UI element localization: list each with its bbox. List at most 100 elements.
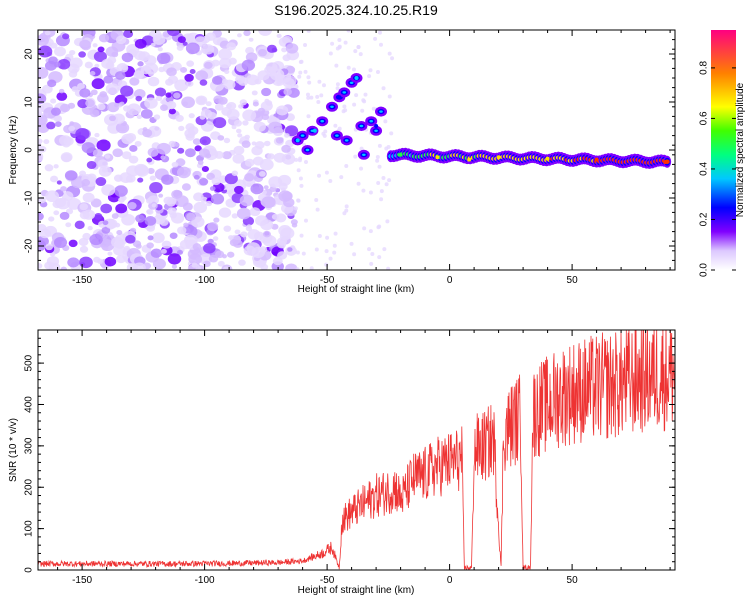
noise-blob bbox=[297, 74, 302, 79]
noise-blob bbox=[208, 254, 219, 263]
signal-blob-peak bbox=[305, 148, 310, 152]
noise-blob bbox=[293, 206, 298, 211]
noise-blob bbox=[69, 49, 76, 56]
noise-blob bbox=[79, 256, 93, 269]
noise-blob bbox=[84, 61, 93, 69]
noise-blob bbox=[375, 155, 380, 160]
noise-blob bbox=[101, 184, 116, 196]
y-tick-label: -20 bbox=[24, 238, 35, 253]
noise-blob bbox=[369, 261, 374, 266]
noise-blob bbox=[239, 99, 248, 106]
spectrogram-x-axis: -150 -100 -50 0 50 bbox=[57, 30, 671, 286]
noise-blob bbox=[152, 258, 166, 270]
noise-blob bbox=[144, 216, 157, 226]
noise-blob bbox=[361, 188, 366, 193]
noise-blob bbox=[243, 30, 251, 37]
noise-blob bbox=[81, 142, 96, 154]
colorbar-label: Normalized spectral amplitude bbox=[735, 82, 746, 217]
noise-blob bbox=[368, 229, 373, 234]
noise-blob bbox=[104, 154, 111, 159]
noise-blob bbox=[316, 100, 321, 105]
noise-blob bbox=[156, 52, 171, 65]
noise-blob bbox=[250, 183, 264, 195]
noise-blob bbox=[337, 38, 342, 43]
noise-blob bbox=[377, 255, 382, 260]
noise-blob bbox=[258, 170, 266, 177]
noise-blob bbox=[94, 132, 100, 138]
noise-blob bbox=[237, 33, 242, 38]
noise-blob bbox=[295, 250, 300, 255]
noise-blob bbox=[65, 222, 72, 228]
noise-blob bbox=[93, 51, 107, 63]
y-tick-label: 0 bbox=[24, 567, 35, 573]
noise-blob bbox=[306, 75, 311, 80]
noise-blob bbox=[375, 69, 380, 74]
noise-blob bbox=[146, 242, 154, 249]
noise-blob bbox=[45, 243, 54, 251]
spectrogram-ylabel: Frequency (Hz) bbox=[8, 116, 19, 185]
noise-blob bbox=[82, 192, 95, 203]
noise-blob bbox=[193, 192, 204, 202]
noise-blob bbox=[168, 108, 177, 115]
noise-blob bbox=[187, 126, 199, 136]
noise-blob bbox=[129, 77, 140, 86]
noise-blob bbox=[57, 59, 71, 70]
noise-blob bbox=[344, 163, 349, 168]
noise-blob bbox=[38, 93, 47, 104]
noise-blob bbox=[209, 186, 216, 191]
noise-blob bbox=[228, 235, 234, 240]
noise-blob bbox=[298, 176, 303, 181]
colorbar-gradient bbox=[711, 30, 736, 270]
noise-blob bbox=[114, 185, 128, 197]
noise-blob bbox=[68, 70, 78, 78]
noise-blob bbox=[160, 100, 166, 105]
noise-blob bbox=[361, 98, 366, 103]
noise-blob bbox=[105, 46, 119, 57]
noise-blob bbox=[56, 180, 62, 185]
noise-blob bbox=[147, 147, 159, 157]
noise-blob bbox=[102, 220, 109, 226]
noise-blob bbox=[231, 125, 237, 130]
noise-blob bbox=[207, 111, 217, 120]
noise-blob bbox=[38, 145, 47, 153]
noise-blob bbox=[60, 186, 67, 192]
noise-blob bbox=[191, 262, 198, 268]
noise-blob bbox=[158, 193, 164, 198]
noise-blob bbox=[137, 177, 144, 183]
noise-blob bbox=[154, 87, 167, 97]
noise-blob bbox=[278, 225, 292, 237]
noise-blob bbox=[134, 88, 146, 99]
noise-blob bbox=[278, 137, 284, 142]
noise-blob bbox=[240, 231, 248, 238]
noise-blob bbox=[231, 170, 239, 176]
noise-blob bbox=[377, 164, 382, 169]
noise-blob bbox=[176, 45, 184, 51]
noise-blob bbox=[232, 153, 245, 164]
noise-blob bbox=[146, 209, 152, 215]
noise-blob bbox=[387, 94, 392, 99]
snr-x-axis: -150 -100 -50 0 50 bbox=[57, 330, 671, 586]
y-tick-label: 400 bbox=[24, 396, 35, 413]
noise-blob bbox=[171, 264, 178, 269]
noise-blob bbox=[48, 56, 58, 65]
noise-blob bbox=[328, 256, 333, 261]
x-tick-label: 0 bbox=[447, 275, 453, 286]
x-tick-label: -150 bbox=[72, 575, 92, 586]
noise-blob bbox=[174, 142, 180, 147]
noise-blob bbox=[273, 152, 286, 163]
noise-blob bbox=[155, 95, 163, 102]
noise-blob bbox=[359, 166, 364, 171]
noise-blob bbox=[352, 252, 357, 257]
noise-blob bbox=[335, 86, 340, 91]
noise-blob bbox=[189, 69, 196, 74]
noise-blob bbox=[160, 104, 168, 111]
noise-blob bbox=[177, 147, 185, 154]
noise-blob bbox=[115, 122, 130, 134]
noise-blob bbox=[163, 196, 174, 205]
noise-blob bbox=[211, 59, 220, 67]
noise-blob bbox=[231, 213, 238, 219]
noise-blob bbox=[147, 167, 155, 175]
noise-blob bbox=[291, 222, 298, 228]
noise-blob bbox=[121, 151, 132, 160]
noise-blob bbox=[150, 42, 156, 47]
